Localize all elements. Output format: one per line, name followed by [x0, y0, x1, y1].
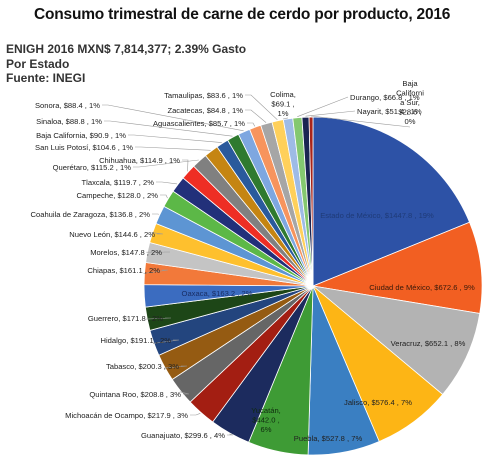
data-label: Nayarit, $51.4 , 1% — [357, 107, 422, 116]
data-label: Quintana Roo, $208.8 , 3% — [89, 390, 181, 399]
data-label: Chihuahua, $114.9 , 1% — [99, 156, 180, 165]
leader-line — [128, 134, 222, 143]
leader-line — [245, 94, 278, 121]
data-label: Yucatán, $442.0 , 6% — [251, 406, 281, 434]
data-label: Coahuila de Zaragoza, $136.8 , 2% — [31, 210, 151, 219]
data-label: Colima, $69.1 , 1% — [270, 90, 296, 118]
subtitle-line-3: Fuente: INEGI — [6, 71, 86, 85]
data-labels: Estado de México, $1447.8 , 19% Ciudad de… — [31, 79, 475, 443]
data-label: Hidalgo, $191.1 , 2% — [100, 336, 171, 345]
data-label: Guanajuato, $299.6 , 4% — [141, 431, 225, 440]
data-label: Baja Californi a Sur, $28.6 , 0% — [396, 79, 424, 126]
leader-line — [160, 194, 168, 199]
data-label: Tabasco, $200.3 , 3% — [106, 362, 179, 371]
leader-line — [310, 115, 411, 128]
leader-line — [164, 365, 188, 369]
leader-line — [104, 120, 233, 137]
data-label: Oaxaca, $163.2 , 2% — [182, 289, 253, 298]
data-label: Michoacán de Ocampo, $217.9 , 3% — [65, 411, 188, 420]
pie-slice-ciudad-de-m-xico — [311, 221, 483, 314]
leader-line — [247, 122, 256, 127]
leader-line — [297, 96, 349, 117]
leader-line — [152, 339, 180, 344]
leader-line — [305, 110, 356, 117]
pie-slice-veracruz — [311, 285, 481, 396]
data-label: Morelos, $147.8 , 2% — [90, 248, 162, 257]
data-label: Ciudad de México, $672.6 , 9% — [369, 283, 475, 292]
leader-line — [190, 413, 201, 416]
subtitle-line-1: ENIGH 2016 MXN$ 7,814,377; 2.39% Gasto — [6, 42, 247, 56]
leader-line — [182, 159, 189, 172]
data-label: Puebla, $527.8 , 7% — [294, 434, 363, 443]
leader-line — [102, 104, 244, 132]
pie-slices — [143, 116, 483, 456]
data-label: Aguascalientes, $85.7 , 1% — [153, 119, 245, 128]
leader-line — [245, 109, 267, 123]
leader-lines — [102, 94, 411, 436]
leader-line — [227, 433, 234, 436]
pie-slice-baja-california-sur — [308, 116, 314, 287]
leader-line — [282, 117, 288, 120]
data-label: Guerrero, $171.8 , 2% — [88, 314, 163, 323]
data-label: Baja California, $90.9 , 1% — [36, 131, 126, 140]
data-label: Durango, $66.8 , 1% — [350, 93, 420, 102]
data-label: Estado de México, $1447.8 , 19% — [320, 211, 434, 220]
leader-line — [146, 317, 172, 320]
data-label: Sonora, $88.4 , 1% — [35, 101, 100, 110]
data-label: Veracruz, $652.1 , 8% — [391, 339, 466, 348]
leader-line — [151, 232, 164, 235]
data-label: Zacatecas, $84.8 , 1% — [167, 106, 243, 115]
data-label: Sinaloa, $88.8 , 1% — [36, 117, 102, 126]
data-label: San Luis Potosí, $104.6 , 1% — [35, 143, 133, 152]
leader-line — [135, 146, 211, 151]
data-label: Nuevo León, $144.6 , 2% — [69, 230, 155, 239]
subtitle-line-2: Por Estado — [6, 56, 70, 71]
leader-line — [143, 269, 169, 274]
data-label: Tamaulipas, $83.6 , 1% — [164, 91, 243, 100]
data-label: Tlaxcala, $119.7 , 2% — [82, 178, 155, 187]
leader-line — [133, 159, 199, 168]
leader-line — [179, 391, 190, 395]
data-label: Querétaro, $115.2 , 1% — [53, 163, 132, 172]
data-label: Chiapas, $161.1 , 2% — [87, 266, 160, 275]
chart-subtitle: ENIGH 2016 MXN$ 7,814,377; 2.39% Gasto P… — [6, 42, 246, 86]
leader-line — [156, 181, 178, 185]
chart-title: Consumo trimestral de carne de cerdo por… — [34, 6, 451, 23]
data-label: Campeche, $128.0 , 2% — [77, 191, 159, 200]
data-label: Jalisco, $576.4 , 7% — [344, 398, 412, 407]
